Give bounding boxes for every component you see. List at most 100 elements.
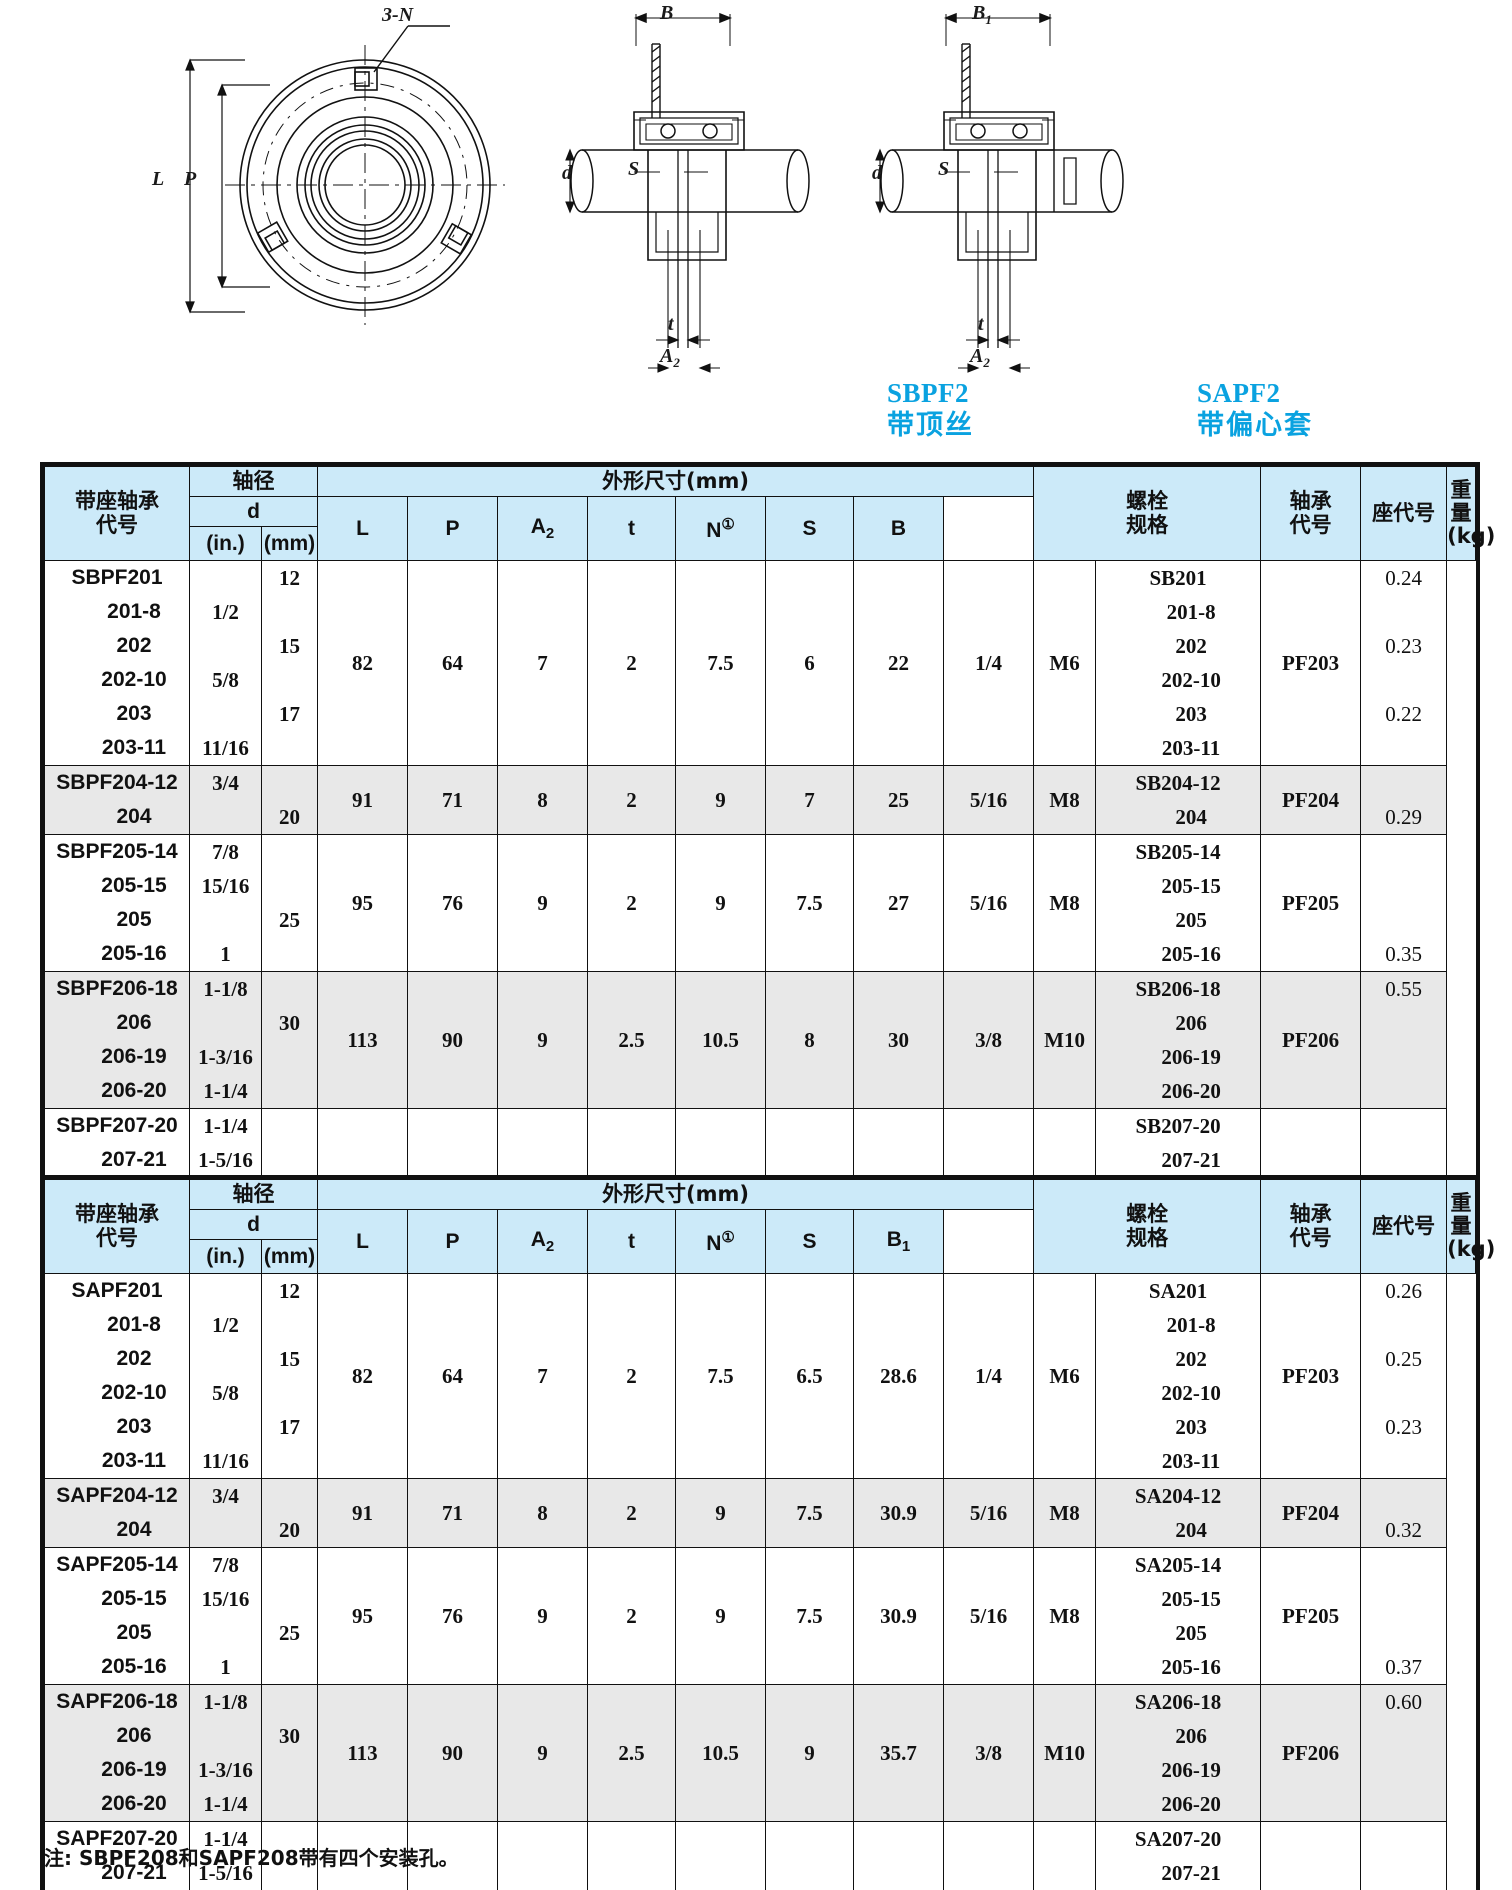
cell-N: 7.5 [675, 559, 766, 767]
cell-B: 30 [853, 971, 944, 1110]
cell-dia-mm: 35 [261, 1821, 318, 1890]
cell-N: 7.5 [675, 1272, 766, 1480]
cell-S: 7.5 [765, 834, 854, 973]
th2-unit-code: 带座轴承 代号 [44, 1179, 190, 1274]
dim-d-label-sbpf: d [562, 162, 572, 184]
th2-t: t [587, 1209, 676, 1274]
cell-t: 2 [587, 765, 676, 836]
cell-bolt-m: M6 [1033, 559, 1097, 767]
cell-L: 122 [317, 1821, 408, 1890]
cell-N: 10.5 [675, 1821, 766, 1890]
cell-unit-codes: SBPF201 201-8 202 202-10 203 203-11 [44, 559, 190, 767]
cell-bolt-in: 5/16 [942, 765, 1035, 836]
th-L: L [317, 496, 408, 561]
cell-dia-in: 1/2 5/8 11/16 [189, 559, 262, 767]
sbpf2-section-drawing [565, 12, 810, 373]
th-bolt-spec: 螺栓 规格 [1033, 466, 1262, 561]
cell-B1: 28.6 [853, 1272, 944, 1480]
cell-N: 10.5 [675, 1684, 766, 1823]
cell-bolt-in: 1/4 [942, 1272, 1035, 1480]
th-B: B [853, 496, 944, 561]
cell-bearing-codes: SB205-14 205-15 205 205-16 [1095, 834, 1262, 973]
table2-header-row-2: d L P A2 t N① S B1 [45, 1209, 1476, 1274]
cell-dia-mm: 25 [261, 1547, 318, 1686]
cell-P: 76 [407, 834, 498, 973]
th-unit-code-l2: 代号 [96, 512, 138, 537]
sapf2-label-en: SAPF2 [1197, 378, 1281, 408]
cell-A2: 9 [497, 971, 588, 1110]
cell-A2: 8 [497, 1478, 588, 1549]
cell-housing: PF203 [1260, 1272, 1362, 1480]
th2-d-in: (in.) [189, 1239, 262, 1274]
cell-L: 82 [317, 1272, 408, 1480]
cell-bolt-in: 1/4 [942, 559, 1035, 767]
cell-bearing-codes: SB206-18 206 206-19 206-20 [1095, 971, 1262, 1110]
cell-unit-codes: SAPF207-20 207-21 207-22 207 207-23 [44, 1821, 190, 1890]
th-unit-code-l1: 带座轴承 [75, 489, 159, 514]
cell-t: 2.5 [587, 1684, 676, 1823]
cell-L: 113 [317, 971, 408, 1110]
th-weight: 重量 (kg) [1446, 466, 1496, 561]
cell-unit-codes: SBPF204-12 204 [44, 765, 190, 836]
th-bearing-code-l1: 轴承 [1289, 489, 1332, 514]
cell-P: 76 [407, 1547, 498, 1686]
cell-weights: 0.29 [1360, 765, 1448, 836]
cell-B: 22 [853, 559, 944, 767]
cell-bolt-in: 5/16 [942, 834, 1035, 973]
cell-dia-mm: 20 [261, 1478, 318, 1549]
cell-P: 71 [407, 1478, 498, 1549]
cell-dia-in: 3/4 [189, 765, 262, 836]
cell-housing: PF206 [1260, 1684, 1362, 1823]
cell-N: 9 [675, 834, 766, 973]
cell-bolt-in: 3/8 [942, 1821, 1035, 1890]
cell-P: 90 [407, 1684, 498, 1823]
th-P: P [407, 496, 498, 561]
cell-A2: 9 [497, 834, 588, 973]
table-header-row-3: (in.) (mm) [45, 526, 1476, 561]
table-sapf: 带座轴承 代号 轴径 外形尺寸(mm) 螺栓 规格 轴承 代号 [44, 1179, 1495, 1890]
cell-dia-in: 3/4 [189, 1478, 262, 1549]
th2-P: P [407, 1209, 498, 1274]
th-d-mm: (mm) [261, 526, 318, 561]
th-bolt-spec-l2: 规格 [1126, 512, 1169, 537]
cell-P: 71 [407, 765, 498, 836]
th2-unit-code-l2: 代号 [96, 1225, 138, 1250]
cell-bolt-in: 3/8 [942, 1684, 1035, 1823]
th-bolt-spec-l1: 螺栓 [1126, 489, 1169, 514]
cell-bolt-m: M8 [1033, 1547, 1097, 1686]
th2-N-footnote: ① [721, 1228, 735, 1246]
th-weight-l2: (kg) [1447, 524, 1496, 549]
cell-P: 64 [407, 559, 498, 767]
dim-t-label-sbpf: t [668, 313, 674, 335]
th2-d-symbol: d [189, 1209, 318, 1240]
th2-shaft-dia-group: 轴径 [189, 1179, 318, 1210]
th-bearing-code-l2: 代号 [1289, 512, 1332, 537]
cell-weights: 0.79 [1360, 1821, 1448, 1890]
th2-bearing-code-l1: 轴承 [1289, 1202, 1332, 1227]
cell-dia-mm: 30 [261, 1684, 318, 1823]
cell-dia-in: 1-1/4 1-5/16 1-3/8 1-7/16 [189, 1821, 262, 1890]
cell-bolt-m: M8 [1033, 834, 1097, 973]
cell-bearing-codes: SA205-14 205-15 205 205-16 [1095, 1547, 1262, 1686]
cell-bolt-m: M8 [1033, 1478, 1097, 1549]
cell-weights: 0.24 0.23 0.22 [1360, 559, 1448, 767]
cell-bearing-codes: SA207-20 207-21 207-22 207 207-23 [1095, 1821, 1262, 1890]
cell-L: 113 [317, 1684, 408, 1823]
cell-N: 9 [675, 765, 766, 836]
table-row: SAPF204-12 204 3/4 20 91 71 8 2 9 7.5 30… [44, 1478, 1476, 1549]
cell-A2: 7 [497, 1272, 588, 1480]
cell-L: 95 [317, 1547, 408, 1686]
th-weight-l1: 重量 [1450, 477, 1472, 525]
th2-N: N① [675, 1209, 766, 1274]
cell-L: 82 [317, 559, 408, 767]
cell-unit-codes: SBPF205-14 205-15 205 205-16 [44, 834, 190, 973]
cell-t: 2.5 [587, 971, 676, 1110]
cell-S: 6 [765, 559, 854, 767]
th-d-in: (in.) [189, 526, 262, 561]
cell-dia-mm: 20 [261, 765, 318, 836]
cell-bolt-m: M8 [1033, 765, 1097, 836]
dim-S-label-sbpf: S [628, 158, 640, 180]
table-row: SAPF207-20 207-21 207-22 207 207-23 1-1/… [44, 1821, 1476, 1890]
sapf2-figure-label: SAPF2 带偏心套 [1197, 378, 1313, 442]
cell-unit-codes: SAPF204-12 204 [44, 1478, 190, 1549]
